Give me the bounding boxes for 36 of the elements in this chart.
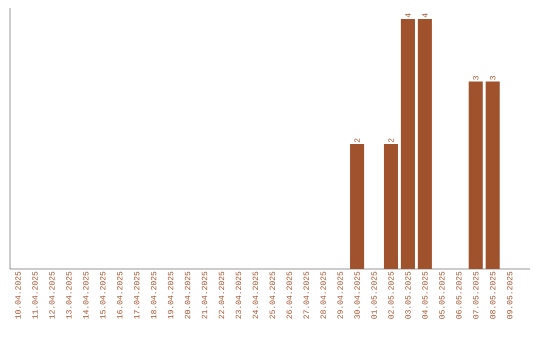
data-label: 3 — [473, 76, 478, 80]
x-tick-label: 17.04.2025 — [134, 272, 140, 319]
x-tick-label: 30.04.2025 — [354, 272, 360, 319]
x-tick-label: 21.04.2025 — [202, 272, 208, 319]
x-tick-label: 16.04.2025 — [116, 272, 122, 319]
x-tick-label: 05.05.2025 — [439, 272, 445, 319]
data-label: 3 — [490, 76, 496, 80]
data-label: 2 — [354, 138, 360, 142]
x-tick-label: 02.05.2025 — [388, 272, 394, 319]
x-tick-label: 26.04.2025 — [286, 272, 292, 319]
x-tick-label: 03.05.2025 — [405, 272, 411, 319]
x-tick-label: 08.05.2025 — [490, 272, 496, 319]
x-tick-label: 24.04.2025 — [252, 272, 258, 319]
data-label: 2 — [388, 138, 394, 142]
x-tick-label: 04.05.2025 — [422, 272, 428, 319]
x-tick-label: 23.04.2025 — [236, 272, 242, 319]
data-label: 4 — [422, 13, 428, 18]
x-tick-label: 19.04.2025 — [168, 272, 174, 319]
data-label: 4 — [405, 13, 411, 18]
x-tick-label: 28.04.2025 — [320, 272, 326, 319]
x-tick-label: 10.04.2025 — [15, 272, 21, 319]
x-tick-label: 22.04.2025 — [218, 272, 224, 319]
x-tick-label: 15.04.2025 — [100, 272, 106, 319]
x-tick-label: 25.04.2025 — [270, 272, 276, 319]
x-tick-label: 14.04.2025 — [83, 272, 89, 319]
x-tick-label: 12.04.2025 — [49, 272, 55, 319]
x-tick-label: 06.05.2025 — [456, 272, 462, 319]
x-tick-label: 13.04.2025 — [66, 272, 72, 319]
x-tick-label: 01.05.2025 — [371, 272, 377, 319]
x-tick-label: 29.04.2025 — [337, 272, 343, 319]
x-tick-label: 18.04.2025 — [150, 272, 156, 319]
x-tick-label: 20.04.2025 — [184, 272, 190, 319]
x-tick-label: 27.04.2025 — [303, 272, 309, 319]
x-tick-label: 09.05.2025 — [506, 272, 512, 319]
x-tick-label: 11.04.2025 — [32, 272, 38, 319]
x-tick-label: 07.05.2025 — [473, 272, 478, 319]
